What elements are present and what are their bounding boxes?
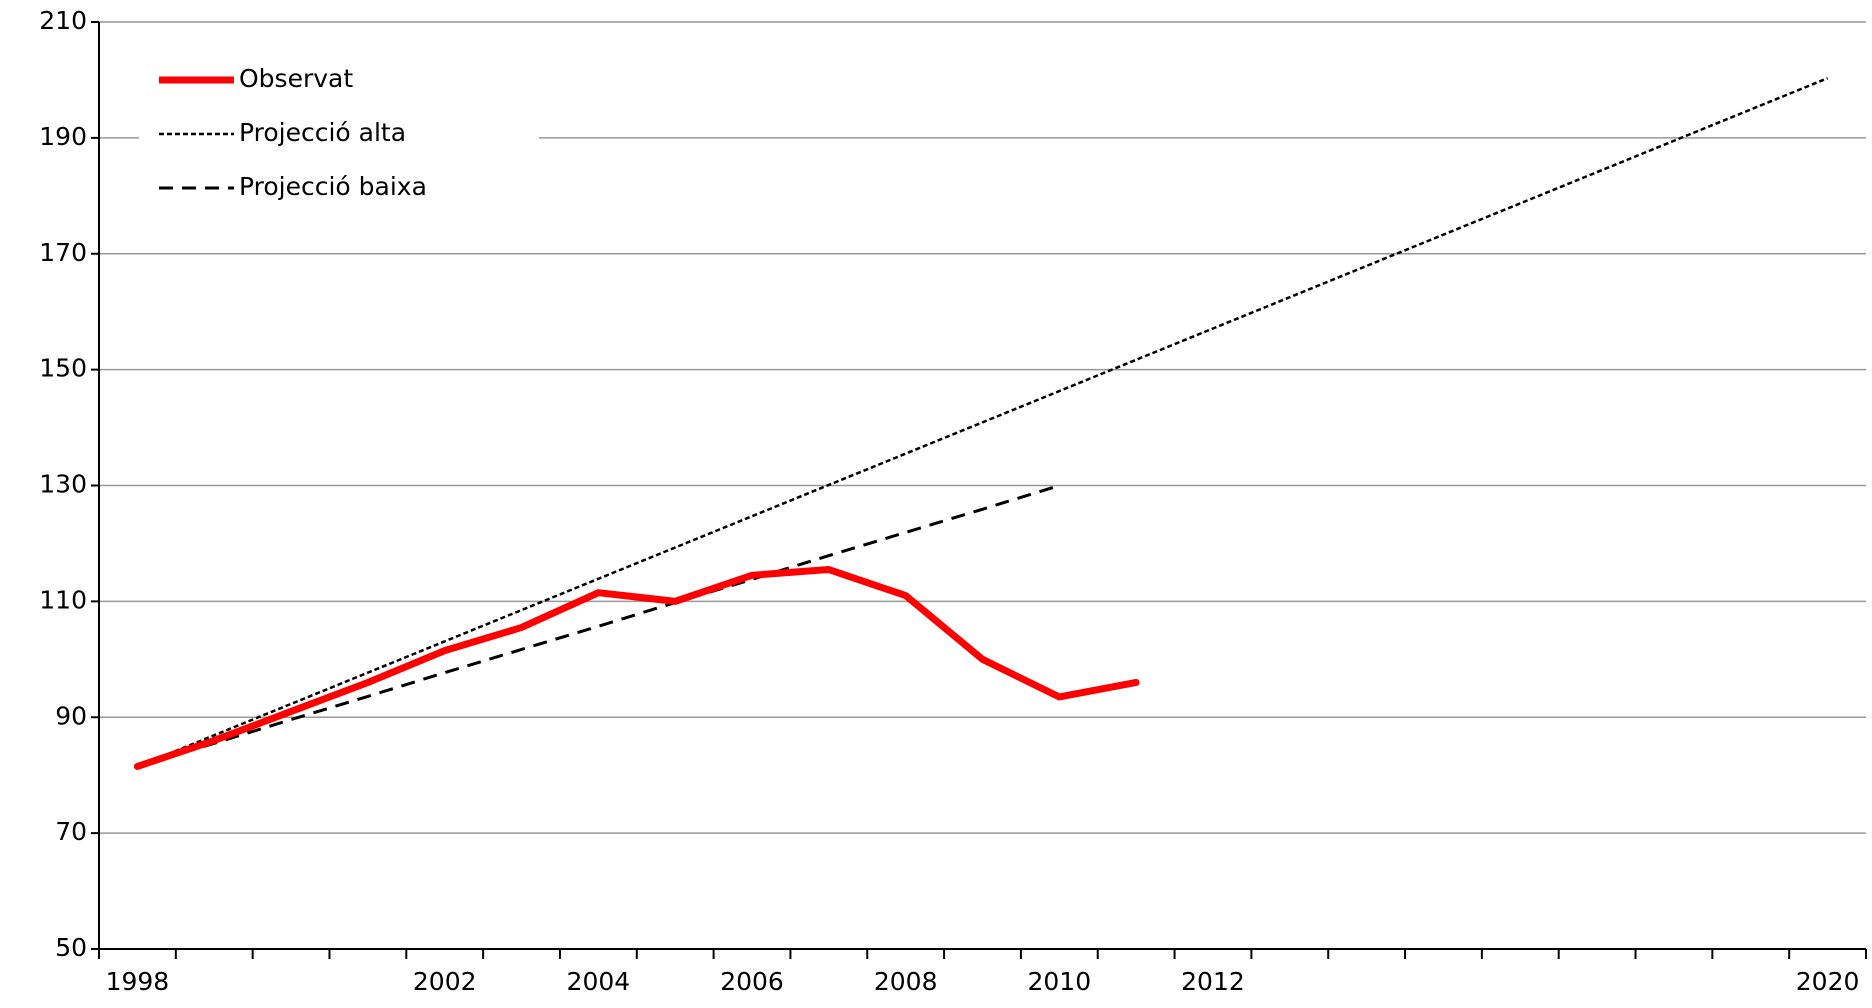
y-tick-label: 150 xyxy=(39,354,87,383)
legend-label: Projecció baixa xyxy=(239,172,427,201)
y-tick-label: 130 xyxy=(39,470,87,499)
y-tick-label: 190 xyxy=(39,122,87,151)
x-tick-label: 2010 xyxy=(1028,967,1092,996)
x-tick-label: 1998 xyxy=(106,967,170,996)
x-tick-label: 2012 xyxy=(1181,967,1245,996)
y-tick-label: 210 xyxy=(39,6,87,35)
x-tick-label: 2020 xyxy=(1796,967,1860,996)
series-line xyxy=(137,486,1059,767)
x-tick-label: 2004 xyxy=(567,967,631,996)
x-tick-label: 2006 xyxy=(720,967,784,996)
y-tick-label: 110 xyxy=(39,585,87,614)
y-tick-label: 50 xyxy=(55,933,87,962)
y-tick-label: 70 xyxy=(55,817,87,846)
x-tick-label: 2002 xyxy=(413,967,477,996)
y-tick-label: 90 xyxy=(55,701,87,730)
x-tick-label: 2008 xyxy=(874,967,938,996)
series-line xyxy=(137,570,1136,767)
legend-label: Observat xyxy=(239,64,353,93)
y-tick-label: 170 xyxy=(39,238,87,267)
chart: 50 70 90 110 130 150 170 190 210 1998 2002 2004 2006… xyxy=(0,0,1872,1008)
legend-label: Projecció alta xyxy=(239,118,406,147)
